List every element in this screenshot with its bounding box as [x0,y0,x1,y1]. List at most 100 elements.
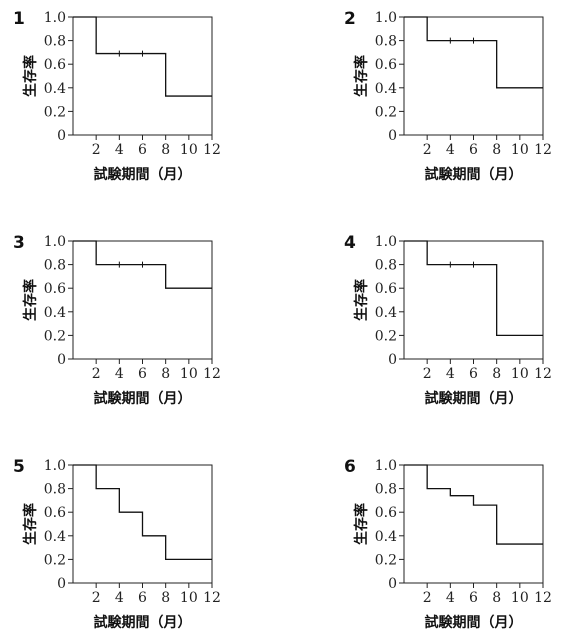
survival-step-line [73,464,212,561]
survival-step-line [404,16,543,89]
y-tick-label: 0 [388,128,397,144]
x-tick-label: 6 [138,142,147,158]
panel-number: 1 [13,9,25,29]
y-tick-label: 0.4 [375,529,397,545]
panel-number: 5 [13,457,25,477]
x-tick-label: 8 [161,590,170,606]
y-tick-label: 0.2 [375,104,397,120]
x-tick-label: 4 [115,590,124,606]
y-tick-label: 0.4 [44,529,66,545]
x-tick-label: 10 [180,142,198,158]
x-tick-label: 8 [161,142,170,158]
x-tick-label: 10 [180,366,198,382]
survival-step-line [404,464,543,545]
y-tick-label: 0.8 [375,482,397,498]
y-tick-label: 0.2 [44,552,66,568]
x-tick-label: 8 [492,366,501,382]
x-tick-label: 6 [469,590,478,606]
x-tick-label: 12 [534,590,552,606]
y-tick-label: 0.6 [375,281,397,297]
y-tick-label: 0.2 [375,552,397,568]
survival-step-line [73,240,212,289]
y-tick-label: 1.0 [44,458,66,474]
x-tick-label: 6 [469,366,478,382]
y-axis-label: 生存率 [353,55,370,97]
x-tick-label: 4 [446,142,455,158]
y-tick-label: 0 [57,352,66,368]
y-tick-label: 0.2 [375,328,397,344]
y-tick-label: 0.8 [44,482,66,498]
y-axis-label: 生存率 [22,503,39,545]
x-tick-label: 8 [492,142,501,158]
y-tick-label: 0.2 [44,328,66,344]
y-tick-label: 0 [388,576,397,592]
y-tick-label: 0.4 [375,305,397,321]
y-tick-label: 0.6 [44,281,66,297]
y-axis-label: 生存率 [22,279,39,321]
x-tick-label: 4 [115,142,124,158]
x-tick-label: 4 [115,366,124,382]
x-axis-label: 試験期間（月） [94,390,192,407]
y-tick-label: 1.0 [375,234,397,250]
y-tick-label: 0.6 [375,505,397,521]
x-axis-label: 試験期間（月） [425,166,523,183]
x-tick-label: 4 [446,590,455,606]
plot-frame [403,240,544,360]
x-tick-label: 10 [511,142,529,158]
x-tick-label: 4 [446,366,455,382]
x-tick-label: 12 [203,590,221,606]
y-tick-label: 0 [388,352,397,368]
x-tick-label: 6 [469,142,478,158]
y-axis-label: 生存率 [353,503,370,545]
y-tick-label: 0.4 [375,81,397,97]
x-axis-label: 試験期間（月） [94,166,192,183]
x-tick-label: 8 [492,590,501,606]
plot-frame [72,16,213,136]
y-tick-label: 0.2 [44,104,66,120]
y-tick-label: 1.0 [44,234,66,250]
x-tick-label: 10 [511,590,529,606]
y-tick-label: 0.4 [44,81,66,97]
survival-step-line [404,240,543,337]
x-tick-label: 6 [138,366,147,382]
y-tick-label: 0.6 [44,505,66,521]
x-tick-label: 2 [92,142,101,158]
x-tick-label: 10 [180,590,198,606]
y-tick-label: 0.8 [44,258,66,274]
y-tick-label: 0.8 [44,34,66,50]
panel-number: 3 [13,233,25,253]
panel-number: 6 [344,457,356,477]
x-tick-label: 12 [534,142,552,158]
y-axis-label: 生存率 [22,55,39,97]
y-tick-label: 1.0 [375,10,397,26]
panel-number: 2 [344,9,356,29]
plot-frame [403,464,544,584]
y-tick-label: 1.0 [44,10,66,26]
y-tick-label: 0.6 [375,57,397,73]
x-tick-label: 2 [423,142,432,158]
y-tick-label: 0.6 [44,57,66,73]
plot-frame [403,16,544,136]
x-tick-label: 2 [92,366,101,382]
x-tick-label: 2 [423,366,432,382]
x-axis-label: 試験期間（月） [425,614,523,631]
x-tick-label: 6 [138,590,147,606]
y-tick-label: 0.4 [44,305,66,321]
x-tick-label: 2 [92,590,101,606]
y-tick-label: 0 [57,576,66,592]
x-axis-label: 試験期間（月） [425,390,523,407]
x-tick-label: 8 [161,366,170,382]
y-tick-label: 1.0 [375,458,397,474]
chart-panel-5: 5 0 0.2 0.4 0.6 0.8 1.0 2 4 6 8 10 12 試験期間（月） 生存率 [13,457,221,631]
x-axis-label: 試験期間（月） [94,614,192,631]
x-tick-label: 12 [203,366,221,382]
y-tick-label: 0 [57,128,66,144]
chart-panel-3: 3 0 0.2 0.4 0.6 0.8 1.0 2 4 6 8 10 12 試験期間（月） 生存率 [13,233,221,407]
y-axis-label: 生存率 [353,279,370,321]
x-tick-label: 10 [511,366,529,382]
x-tick-label: 12 [534,366,552,382]
